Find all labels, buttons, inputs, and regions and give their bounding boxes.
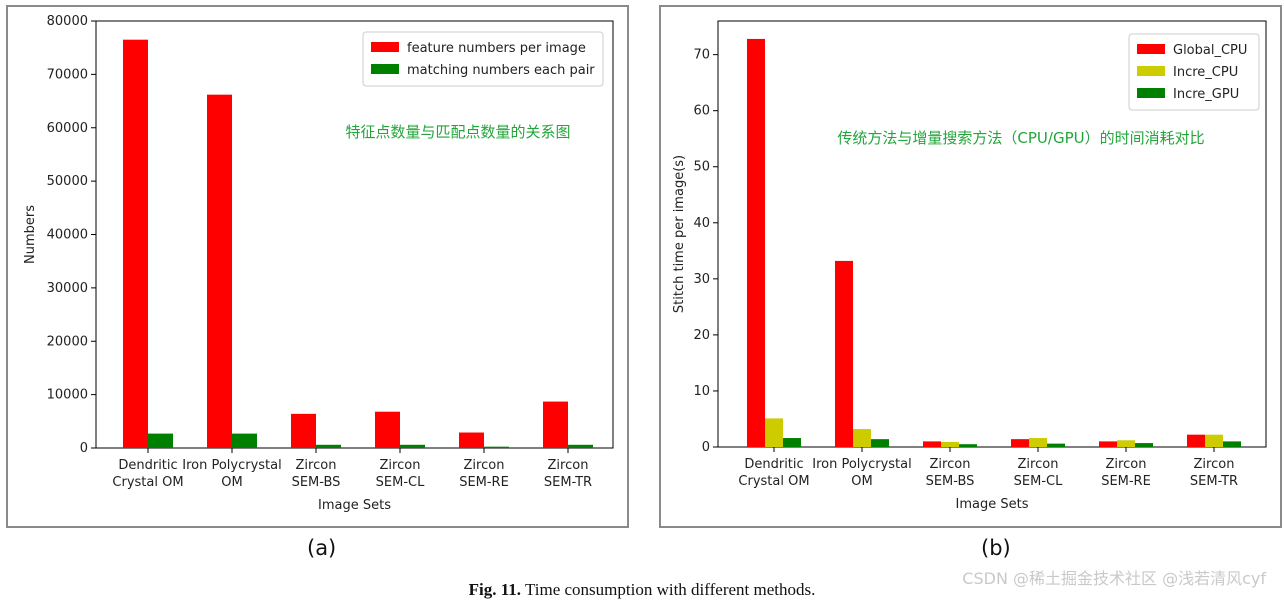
- bar-feature-numbers-per-image: [207, 94, 232, 448]
- legend-swatch: [1137, 44, 1165, 54]
- legend-label: Incre_GPU: [1173, 87, 1239, 102]
- x-tick-label: SEM-RE: [1101, 474, 1151, 489]
- legend-swatch: [371, 64, 399, 74]
- legend-swatch: [1137, 66, 1165, 76]
- x-tick-label: Dendritic: [118, 458, 177, 473]
- bar-matching-numbers-each-pair: [568, 444, 593, 448]
- bar-feature-numbers-per-image: [291, 413, 316, 448]
- bar-incre-gpu: [959, 444, 977, 447]
- bar-incre-cpu: [765, 418, 783, 447]
- x-tick-label: Zircon: [548, 458, 589, 473]
- x-tick-label: Zircon: [296, 458, 337, 473]
- bar-matching-numbers-each-pair: [316, 444, 341, 448]
- bar-incre-gpu: [1047, 443, 1065, 447]
- bar-incre-cpu: [1205, 434, 1223, 447]
- bar-global-cpu: [747, 38, 765, 448]
- x-tick-label: Zircon: [464, 458, 505, 473]
- x-axis-label: Image Sets: [318, 498, 391, 513]
- x-tick-label: SEM-BS: [926, 474, 975, 489]
- legend-box: [362, 31, 604, 87]
- bar-incre-gpu: [783, 438, 801, 447]
- legend-swatch: [1137, 88, 1165, 98]
- chart-a: 0 10000 20000 30000 40000 50000 60000 70000 8000…: [23, 14, 614, 513]
- bar-incre-cpu: [1117, 440, 1135, 447]
- chart-panel-a: 0 10000 20000 30000 40000 50000 60000 70000 8000…: [6, 5, 629, 528]
- legend-label: feature numbers per image: [407, 41, 586, 56]
- x-tick-label: SEM-CL: [376, 475, 425, 490]
- bar-incre-cpu: [1029, 438, 1047, 447]
- x-tick-label: OM: [221, 475, 242, 490]
- bar-feature-numbers-per-image: [123, 39, 148, 449]
- bar-incre-cpu: [853, 429, 871, 447]
- panel-label-b: (b): [981, 536, 1011, 560]
- y-tick-label: 60000: [47, 121, 88, 136]
- bar-global-cpu: [1011, 439, 1029, 447]
- bar-incre-gpu: [1135, 443, 1153, 447]
- bar-feature-numbers-per-image: [543, 401, 568, 448]
- y-tick-label: 70000: [47, 67, 88, 82]
- y-tick-label: 10000: [47, 388, 88, 403]
- bar-matching-numbers-each-pair: [400, 444, 425, 448]
- plot-frame: [717, 20, 1267, 448]
- y-tick-label: 50: [693, 160, 710, 175]
- x-tick-label: SEM-RE: [459, 475, 509, 490]
- x-tick-label: SEM-TR: [1190, 474, 1238, 489]
- x-tick-label: Zircon: [1018, 457, 1059, 472]
- caption-label: Fig. 11.: [468, 580, 522, 599]
- legend-label: Incre_CPU: [1173, 65, 1238, 80]
- chart-annotation: 特征点数量与匹配点数量的关系图: [345, 123, 570, 141]
- legend-label: Global_CPU: [1173, 43, 1247, 58]
- y-tick-label: 60: [693, 104, 710, 119]
- bar-feature-numbers-per-image: [459, 432, 484, 448]
- x-tick-label: Crystal OM: [112, 475, 183, 490]
- y-tick-label: 20000: [47, 334, 88, 349]
- y-tick-label: 10: [693, 384, 710, 399]
- bar-global-cpu: [1099, 441, 1117, 447]
- x-tick-label: Dendritic: [744, 457, 803, 472]
- x-tick-label: Iron Polycrystal: [182, 458, 282, 473]
- panel-label-a: (a): [307, 536, 337, 560]
- bar-matching-numbers-each-pair: [232, 433, 257, 448]
- watermark: CSDN @稀土掘金技术社区 @浅若清风cyf: [962, 569, 1266, 588]
- x-tick-label: Zircon: [1106, 457, 1147, 472]
- x-tick-label: SEM-BS: [292, 475, 341, 490]
- x-tick-label: SEM-CL: [1014, 474, 1063, 489]
- bar-global-cpu: [923, 441, 941, 447]
- bar-global-cpu: [1187, 434, 1205, 447]
- y-axis-label: Stitch time per image(s): [672, 155, 687, 313]
- x-tick-label: Zircon: [930, 457, 971, 472]
- y-tick-label: 40: [693, 216, 710, 231]
- y-tick-label: 30000: [47, 281, 88, 296]
- chart-annotation: 传统方法与增量搜索方法（CPU/GPU）的时间消耗对比: [837, 129, 1204, 147]
- bar-matching-numbers-each-pair: [484, 446, 509, 448]
- y-tick-label: 50000: [47, 174, 88, 189]
- bar-incre-gpu: [871, 439, 889, 447]
- x-tick-label: Zircon: [1194, 457, 1235, 472]
- x-tick-label: Zircon: [380, 458, 421, 473]
- x-tick-label: SEM-TR: [544, 475, 592, 490]
- x-tick-label: Iron Polycrystal: [812, 457, 912, 472]
- x-axis-label: Image Sets: [956, 497, 1029, 512]
- bar-matching-numbers-each-pair: [148, 433, 173, 448]
- y-tick-label: 0: [702, 440, 710, 455]
- bar-global-cpu: [835, 260, 853, 447]
- legend-swatch: [371, 42, 399, 52]
- legend-label: matching numbers each pair: [407, 63, 595, 78]
- bar-feature-numbers-per-image: [375, 411, 400, 448]
- y-tick-label: 80000: [47, 14, 88, 29]
- figure-caption: Fig. 11. Time consumption with different…: [0, 580, 1284, 600]
- x-tick-label: OM: [851, 474, 872, 489]
- y-tick-label: 20: [693, 328, 710, 343]
- caption-text: Time consumption with different methods.: [521, 580, 816, 599]
- bar-incre-cpu: [941, 441, 959, 447]
- y-tick-label: 40000: [47, 228, 88, 243]
- y-tick-label: 0: [80, 441, 88, 456]
- x-tick-label: Crystal OM: [738, 474, 809, 489]
- chart-panel-b: 0 10 20 30 40 50 60 70 Dendritic Crystal OM Iron P…: [659, 5, 1282, 528]
- y-tick-label: 30: [693, 272, 710, 287]
- y-tick-label: 70: [693, 48, 710, 63]
- y-axis-label: Numbers: [23, 205, 38, 264]
- bar-incre-gpu: [1223, 441, 1241, 447]
